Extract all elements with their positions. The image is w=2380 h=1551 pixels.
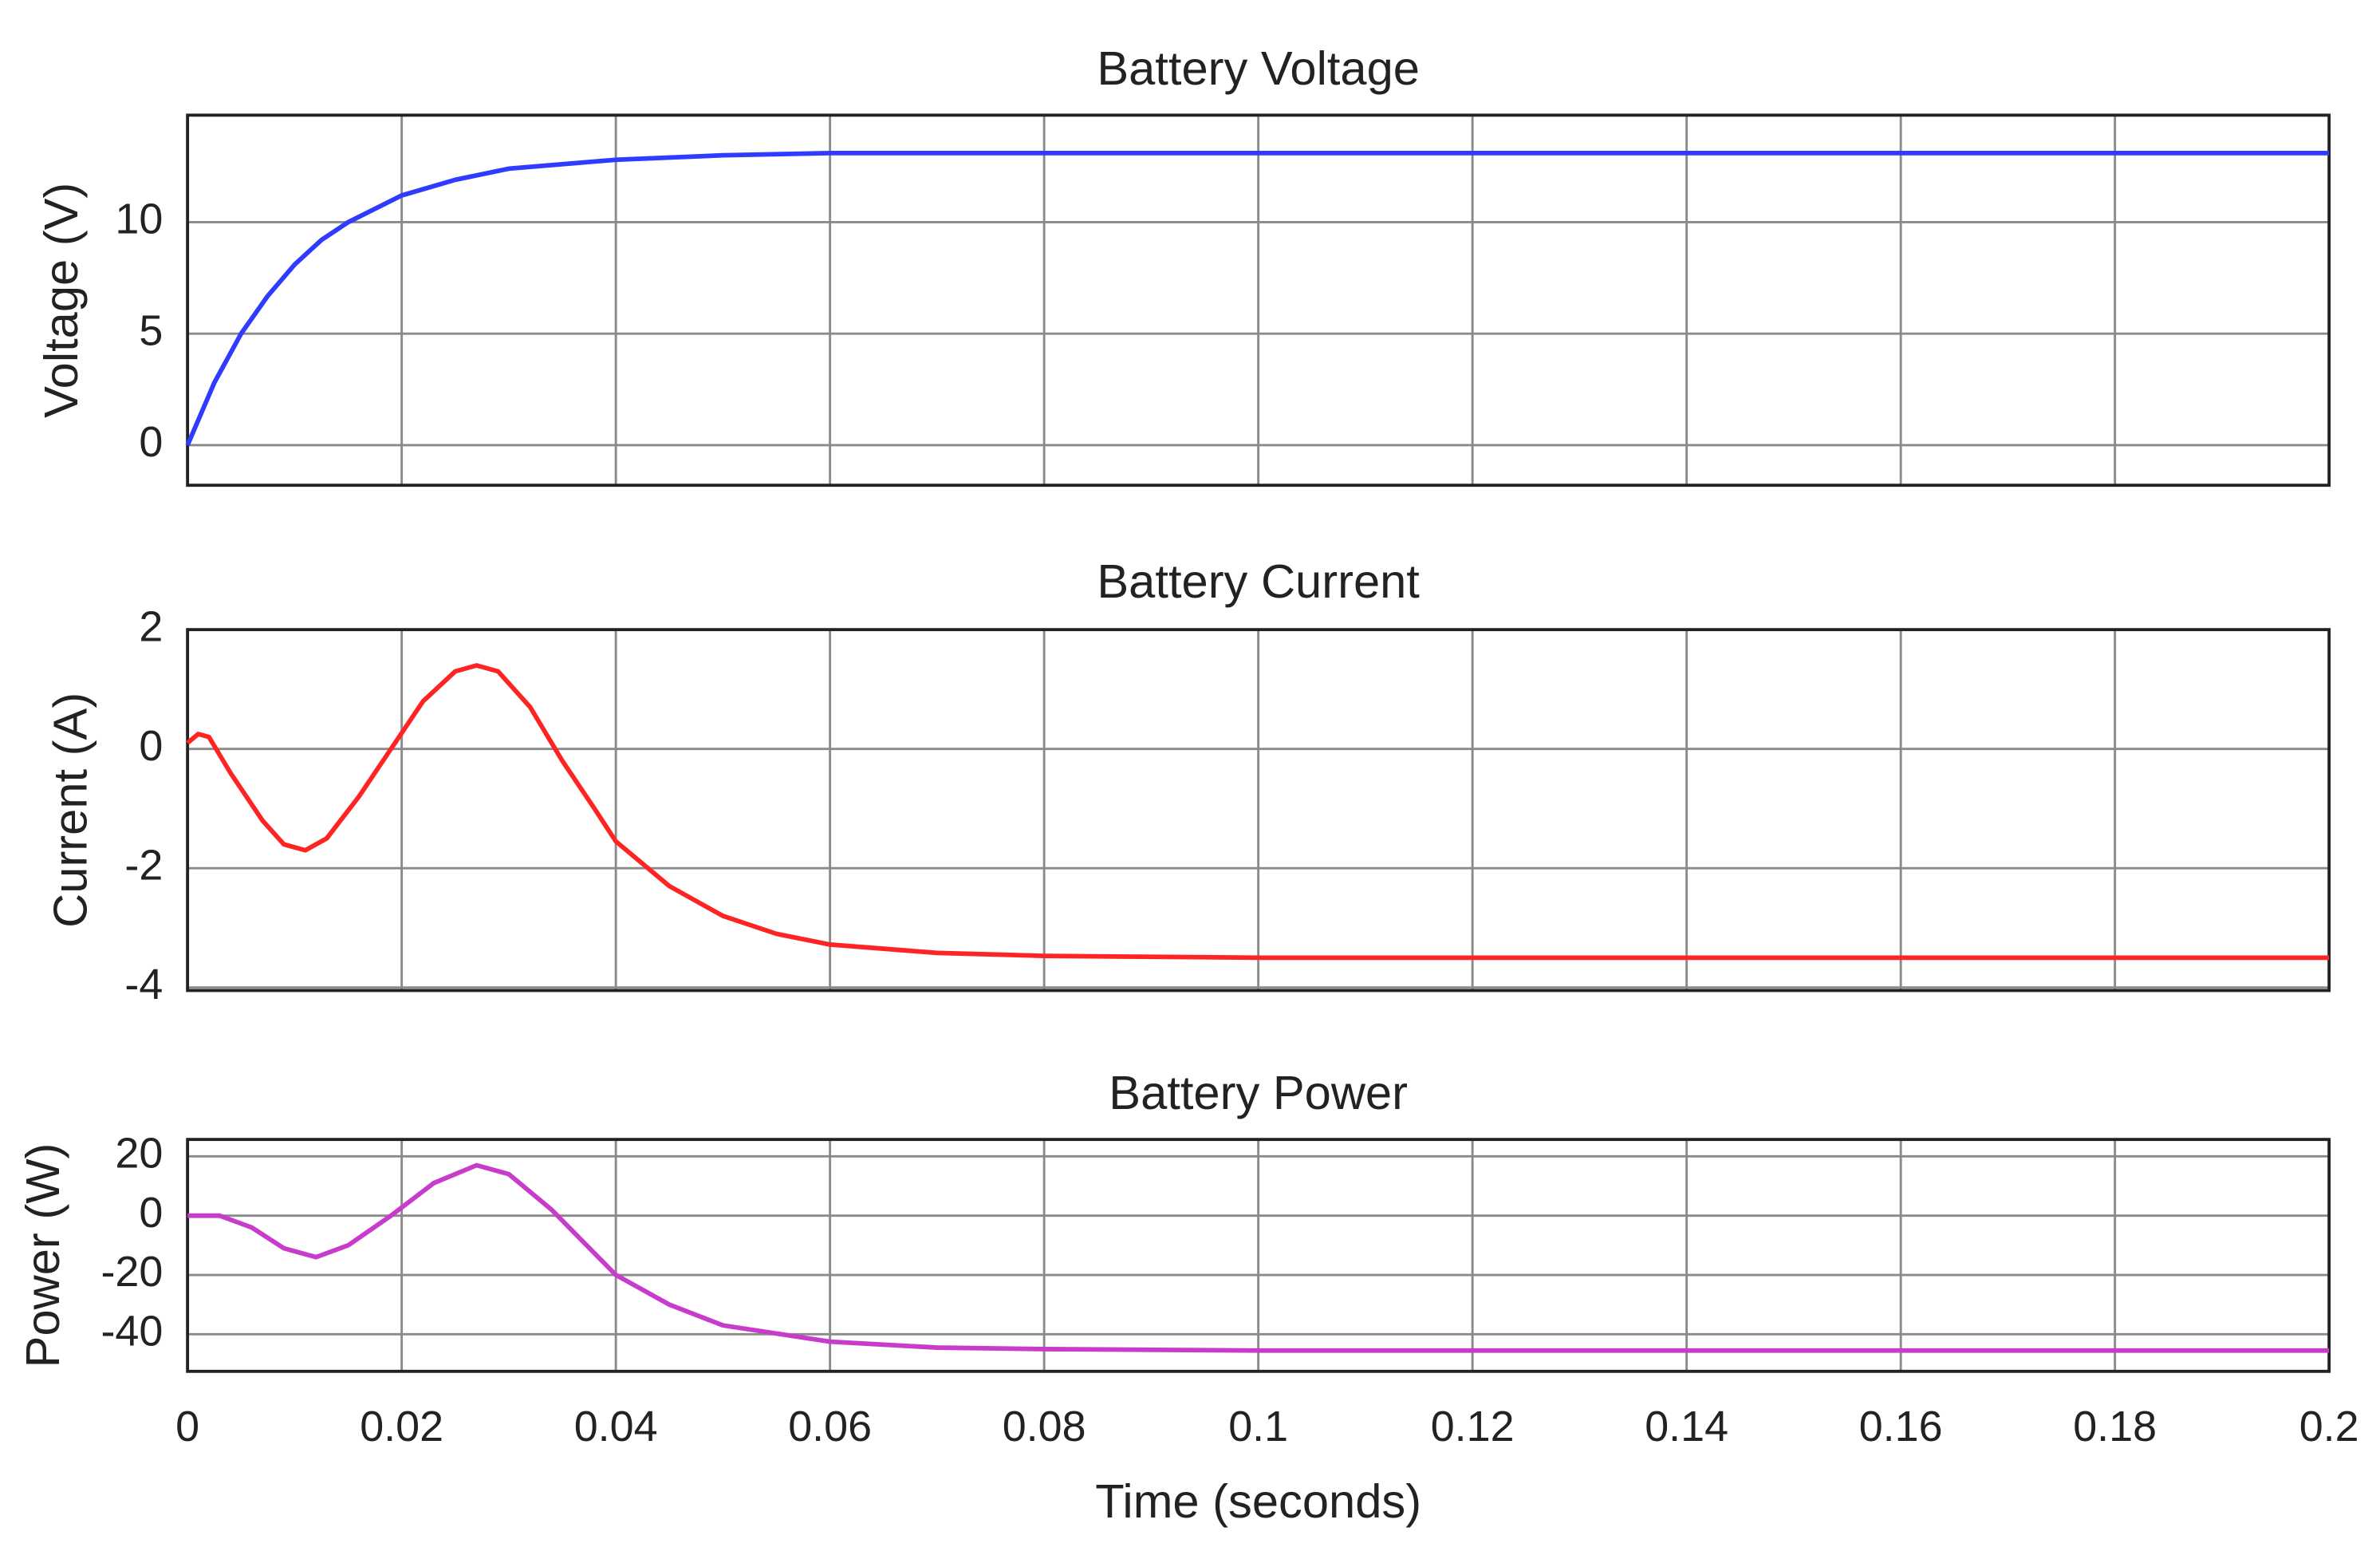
y-tick-label: 2 (139, 602, 163, 650)
y-tick-label: 20 (115, 1130, 163, 1178)
x-tick-label: 0.18 (2073, 1403, 2157, 1450)
y-tick-label: 0 (139, 418, 163, 466)
y-axis-label: Voltage (V) (34, 183, 88, 418)
y-tick-label: 0 (139, 1189, 163, 1237)
y-tick-label: -20 (100, 1248, 163, 1296)
x-tick-label: 0.14 (1645, 1403, 1728, 1450)
chart-title: Battery Power (1109, 1066, 1408, 1119)
y-tick-label: -4 (124, 961, 163, 1008)
plot-frame (186, 1138, 2331, 1373)
y-tick-label: 0 (139, 722, 163, 770)
plot-frame (186, 628, 2331, 993)
chart-title: Battery Voltage (1097, 41, 1420, 95)
x-tick-label: 0.08 (1003, 1403, 1086, 1450)
chart-title: Battery Current (1097, 554, 1420, 608)
x-tick-label: 0.2 (2299, 1403, 2359, 1450)
x-tick-label: 0.04 (574, 1403, 658, 1450)
x-axis-label: Time (seconds) (1095, 1474, 1421, 1528)
y-tick-label: 5 (139, 306, 163, 354)
data-line (187, 1162, 2330, 1353)
x-tick-label: 0.16 (1859, 1403, 1943, 1450)
x-tick-label: 0 (175, 1403, 199, 1450)
x-tick-label: 0.06 (788, 1403, 872, 1450)
x-tick-label: 0.02 (360, 1403, 443, 1450)
data-line (186, 663, 2330, 961)
y-tick-label: -40 (100, 1308, 163, 1356)
data-line (185, 150, 2330, 447)
y-axis-label: Power (W) (16, 1143, 69, 1368)
y-tick-label: 10 (115, 195, 163, 243)
x-tick-label: 0.12 (1431, 1403, 1515, 1450)
x-tick-label: 0.1 (1228, 1403, 1288, 1450)
y-axis-label: Current (A) (43, 693, 97, 928)
y-tick-label: -2 (124, 841, 163, 889)
plot-frame (186, 113, 2331, 487)
